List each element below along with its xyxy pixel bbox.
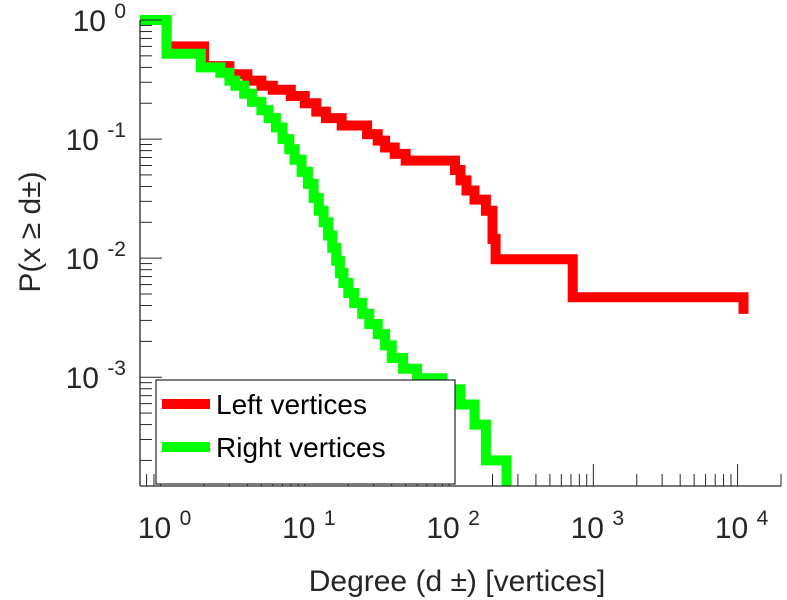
- x-tick-label: 10 3: [571, 507, 624, 545]
- x-tick-label: 10 2: [426, 507, 479, 545]
- legend-label-left-vertices: Left vertices: [216, 389, 367, 420]
- series-layer: [140, 15, 749, 486]
- x-axis-label: Degree (d ±) [vertices]: [309, 565, 606, 598]
- series-line-left-vertices: [140, 15, 749, 314]
- legend: Left vertices Right vertices: [155, 379, 456, 485]
- y-axis-label: P(x ≥ d±): [14, 171, 47, 292]
- x-tick-label: 10 4: [715, 507, 769, 545]
- tick-label-layer: 10 0 10 -1 10 -2 10 -3 10 0 10 1 10 2 10 3 10 4: [66, 0, 769, 545]
- series-line-right-vertices: [140, 15, 512, 486]
- y-tick-label: 10 0: [73, 0, 126, 38]
- x-tick-label: 10 1: [282, 507, 335, 545]
- y-tick-label: 10 -1: [66, 119, 126, 157]
- y-tick-label: 10 -2: [66, 238, 126, 276]
- legend-box: [155, 379, 456, 485]
- y-tick-label: 10 -3: [66, 357, 126, 395]
- legend-label-right-vertices: Right vertices: [216, 432, 386, 463]
- x-tick-label: 10 0: [138, 507, 191, 545]
